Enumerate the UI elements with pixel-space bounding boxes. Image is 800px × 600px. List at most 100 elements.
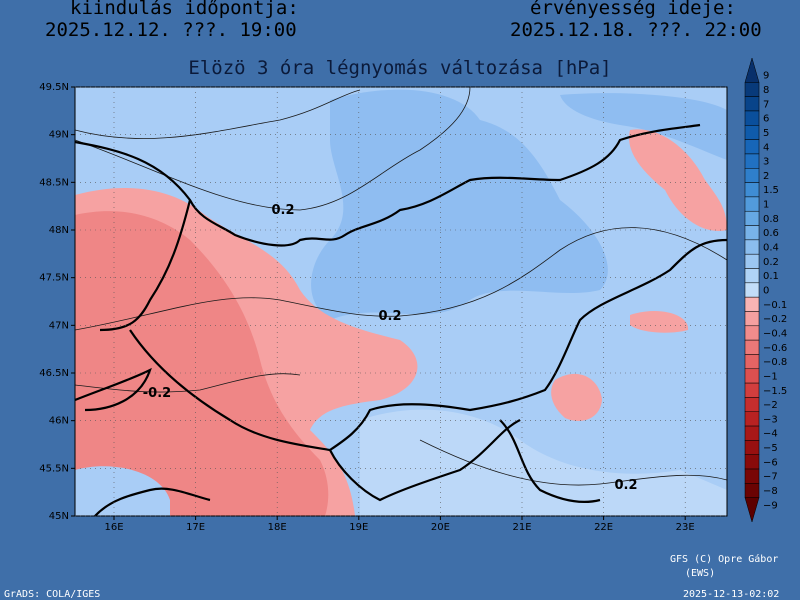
shade-red-dark: [75, 211, 329, 516]
lon-label: 22E: [594, 522, 613, 533]
legend-swatch: [744, 483, 760, 498]
legend-swatch: [744, 253, 760, 269]
legend-label: 0.8: [763, 214, 779, 225]
legend-swatch: [744, 96, 760, 112]
legend: 9 8 7 6 5 4 3 2 1.5 1 0.8 0.6 0.4 0.2 0.1 0 −0.1 −0.2 −0.4…: [744, 57, 787, 523]
legend-swatch: [744, 139, 760, 155]
legend-swatch: [744, 325, 760, 341]
country-border: [329, 419, 521, 502]
legend-swatch: [744, 225, 760, 241]
legend-swatch: [744, 210, 760, 226]
legend-label: 6: [763, 114, 769, 125]
lat-label: 48N: [49, 225, 69, 236]
lon-label: 18E: [268, 522, 287, 533]
legend-label: 4: [763, 142, 769, 153]
legend-label: −0.6: [763, 343, 787, 354]
contour-line: [74, 89, 361, 139]
legend-swatch: [744, 354, 760, 370]
shade-light: [75, 466, 170, 516]
legend-label: −1: [763, 371, 778, 382]
lon-ticks: 16E 17E 18E 19E 20E 21E 22E 23E: [104, 87, 695, 533]
legend-label: 8: [763, 85, 769, 96]
valid-label: érvényesség ideje:: [530, 0, 736, 19]
legend-swatch: [744, 382, 760, 398]
legend-swatch: [744, 425, 760, 441]
legend-swatch: [744, 411, 760, 427]
legend-label: −5: [763, 443, 778, 454]
legend-label: −0.8: [763, 357, 787, 368]
legend-swatch: [744, 57, 760, 83]
legend-label: 0.4: [763, 243, 779, 254]
lat-ticks: 49.5N 49N 48.5N 48N 47.5N 47N 46.5N 46N 45.5N 45N: [39, 82, 727, 522]
country-border: [99, 199, 192, 332]
legend-swatch: [744, 296, 760, 312]
legend-swatch: [744, 268, 760, 284]
shade-red: [630, 310, 689, 333]
legend-label: −2: [763, 400, 778, 411]
grads-credit: GrADS: COLA/IGES: [4, 589, 100, 600]
legend-label: 9: [763, 71, 769, 82]
shade-blue: [311, 89, 608, 320]
shade-blue: [560, 93, 727, 160]
legend-swatch: [744, 454, 760, 470]
legend-label: 5: [763, 128, 769, 139]
contour-line: [74, 373, 301, 393]
country-border: [74, 367, 152, 412]
lon-label: 23E: [676, 522, 695, 533]
legend-swatch: [744, 196, 760, 212]
legend-label: −0.2: [763, 314, 787, 325]
lon-label: 19E: [349, 522, 368, 533]
lat-label: 47N: [49, 320, 69, 331]
lat-label: 45.5N: [39, 463, 69, 474]
legend-label: 0.1: [763, 271, 779, 282]
legend-swatch: [744, 282, 760, 298]
lat-label: 46N: [49, 416, 69, 427]
init-time: 2025.12.12. ???. 19:00: [45, 19, 297, 41]
country-border: [94, 487, 211, 517]
contour-label: 0.2: [378, 309, 401, 324]
contour-labels: 0.2 0.2 -0.2 0.2: [143, 203, 638, 493]
legend-label: −9: [763, 500, 778, 511]
shade-red: [629, 129, 727, 231]
lat-label: 49.5N: [39, 82, 69, 93]
lat-label: 49N: [49, 130, 69, 141]
legend-label: −6: [763, 457, 778, 468]
legend-swatch: [744, 110, 760, 126]
lat-label: 48.5N: [39, 177, 69, 188]
legend-swatch: [744, 440, 760, 455]
legend-swatch: [744, 368, 760, 384]
legend-swatch: [744, 153, 760, 169]
legend-label: −8: [763, 486, 778, 497]
legend-swatch: [744, 182, 760, 198]
legend-swatch: [744, 497, 760, 523]
legend-swatch: [744, 125, 760, 140]
legend-label: 0: [763, 286, 769, 297]
legend-label: 2: [763, 171, 769, 182]
map-title: Elözö 3 óra légnyomás változása [hPa]: [188, 57, 611, 79]
legend-label: −0.1: [763, 300, 787, 311]
timestamp: 2025-12-13-02:02: [683, 589, 779, 600]
country-border: [74, 123, 701, 247]
contour-line: [74, 227, 728, 331]
legend-label: 0.6: [763, 228, 779, 239]
legend-swatch: [744, 168, 760, 183]
legend-label: 0.2: [763, 257, 779, 268]
shade-light: [360, 409, 727, 516]
legend-label: −4: [763, 429, 778, 440]
model-source: (EWS): [685, 568, 715, 579]
credit: GFS (C) Opre Gábor: [670, 553, 778, 565]
legend-label: −7: [763, 472, 778, 483]
legend-label: 7: [763, 99, 769, 110]
lon-label: 16E: [104, 522, 123, 533]
legend-swatch: [744, 82, 760, 97]
legend-swatch: [744, 311, 760, 327]
contour-label: -0.2: [143, 386, 171, 401]
legend-label: −3: [763, 414, 778, 425]
legend-label: 1: [763, 200, 769, 211]
lat-label: 45N: [49, 511, 69, 522]
legend-swatch: [744, 239, 760, 255]
lat-label: 46.5N: [39, 368, 69, 379]
shade-red: [551, 373, 602, 421]
legend-label: −0.4: [763, 328, 787, 339]
